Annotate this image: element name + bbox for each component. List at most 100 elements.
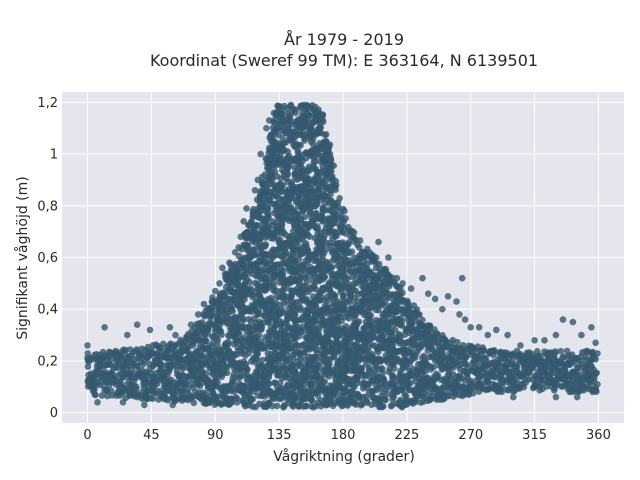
data-point (262, 241, 270, 248)
data-point (218, 331, 225, 339)
data-point (278, 110, 286, 117)
data-point (239, 323, 247, 330)
data-point (348, 248, 356, 255)
chart-title: År 1979 - 2019 (284, 30, 404, 49)
points-layer (84, 101, 601, 411)
data-point (299, 328, 307, 336)
data-point (321, 131, 329, 139)
data-point (404, 297, 411, 305)
data-point (420, 352, 428, 360)
data-point (356, 237, 364, 244)
data-point (214, 341, 221, 349)
data-point (157, 360, 164, 367)
data-point (116, 378, 124, 386)
data-point (491, 348, 498, 356)
data-point (286, 114, 294, 122)
data-point (297, 142, 304, 149)
data-point (372, 254, 380, 261)
data-point (313, 326, 321, 334)
data-point (321, 378, 329, 386)
data-point (122, 346, 129, 354)
data-point (332, 186, 339, 193)
data-point (267, 294, 275, 302)
data-point (279, 271, 287, 278)
data-point (233, 399, 241, 406)
data-point (259, 356, 266, 364)
data-point (293, 210, 301, 217)
data-point (342, 323, 350, 330)
data-point (393, 302, 400, 310)
data-point (314, 223, 321, 230)
data-point (279, 182, 287, 189)
data-point (380, 402, 387, 410)
data-point (265, 379, 272, 387)
data-point (262, 260, 269, 268)
data-point (379, 369, 387, 377)
data-point (280, 403, 288, 410)
data-point (229, 307, 236, 315)
data-point (289, 403, 297, 410)
data-point (262, 182, 270, 190)
data-point (253, 356, 261, 364)
data-point (274, 287, 281, 295)
data-point (255, 310, 262, 318)
data-point (192, 369, 199, 377)
data-point (325, 144, 333, 151)
data-point (355, 318, 363, 325)
data-point (340, 291, 348, 299)
data-point (319, 112, 327, 119)
data-point (207, 397, 214, 405)
data-point (330, 162, 338, 169)
data-point (240, 315, 247, 323)
data-point (183, 386, 191, 393)
data-point (270, 137, 277, 144)
data-point (235, 330, 243, 338)
data-point (202, 337, 210, 345)
data-point (269, 402, 276, 410)
data-point (399, 289, 406, 297)
data-point (315, 106, 322, 113)
data-point (323, 258, 330, 266)
data-point (358, 365, 365, 373)
data-point (203, 370, 210, 377)
data-point (149, 395, 156, 403)
data-point (223, 369, 231, 377)
data-point (255, 283, 262, 290)
data-point (255, 332, 263, 339)
data-point (287, 194, 295, 202)
data-point (163, 395, 171, 402)
data-point (268, 173, 276, 180)
data-point (179, 365, 187, 372)
chart-subtitle: Koordinat (Sweref 99 TM): E 363164, N 61… (150, 51, 538, 70)
data-point (225, 338, 232, 346)
data-point (327, 155, 335, 163)
data-point (292, 109, 299, 117)
data-point (336, 195, 344, 202)
data-point (295, 403, 302, 410)
data-point (205, 326, 212, 334)
data-point (198, 319, 206, 326)
data-point (328, 264, 336, 271)
data-point (284, 171, 292, 178)
data-point (92, 391, 99, 399)
data-point (123, 361, 131, 369)
data-point (246, 278, 253, 286)
data-point (320, 118, 327, 126)
data-point (249, 396, 256, 403)
data-point (214, 337, 222, 344)
data-point (382, 396, 389, 404)
data-point (264, 319, 272, 326)
data-point (367, 312, 375, 319)
data-point (242, 360, 250, 368)
data-point (245, 243, 252, 251)
data-point (295, 278, 303, 286)
data-point (133, 383, 140, 391)
data-point (469, 389, 477, 397)
data-point (264, 205, 272, 213)
data-point (273, 402, 281, 410)
data-point (177, 349, 185, 356)
data-point (243, 366, 251, 373)
data-point (342, 215, 350, 222)
data-point (308, 397, 316, 404)
data-point (190, 399, 198, 407)
